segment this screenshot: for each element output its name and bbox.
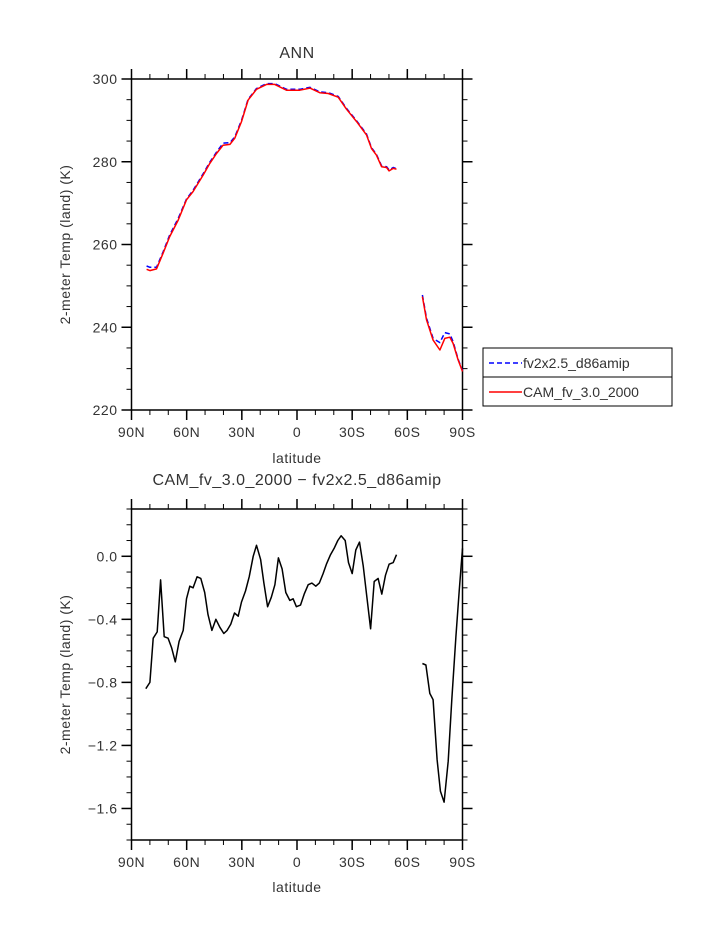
x-tick-label: 90S	[449, 854, 475, 870]
plot-frame	[130, 508, 464, 841]
plot-frame	[130, 78, 464, 411]
series-line-fv2x2-5-d86amip	[146, 82, 397, 269]
x-tick-label: 0	[293, 424, 301, 440]
x-tick-label: 30N	[228, 854, 255, 870]
x-tick-label: 30N	[228, 424, 255, 440]
y-tick-label: −1.6	[88, 800, 118, 816]
x-axis-label: latitude	[272, 450, 321, 466]
y-tick-label: −1.2	[88, 737, 118, 753]
x-tick-label: 30S	[339, 424, 365, 440]
temperature-plot: 90N 60N 30N 0 30S 60S 90S 220 240 260 280 300 ANN lat…	[57, 45, 475, 466]
y-tick-label: 280	[93, 154, 118, 170]
x-tick-label: 90N	[118, 854, 145, 870]
series-line-fv2x2-5-d86amip	[421, 294, 464, 371]
legend: fv2x2.5_d86amip CAM_fv_3.0_2000	[482, 347, 673, 407]
chart-title: CAM_fv_3.0_2000 − fv2x2.5_d86amip	[152, 472, 441, 489]
series-line-cam-fv-3-0-2000	[146, 83, 397, 272]
x-tick-label: 60S	[394, 424, 420, 440]
x-tick-label: 0	[293, 854, 301, 870]
legend-label-cam: CAM_fv_3.0_2000	[523, 384, 639, 400]
y-tick-label: 220	[93, 402, 118, 418]
x-axis-label: latitude	[272, 879, 321, 895]
series-line-cam-fv-3-0-2000	[421, 296, 464, 372]
x-tick-label: 30S	[339, 854, 365, 870]
y-axis-label: 2-meter Temp (land) (K)	[57, 165, 73, 325]
y-axis-label: 2-meter Temp (land) (K)	[57, 595, 73, 755]
series-line-difference	[422, 548, 464, 803]
x-tick-label: 60N	[173, 854, 200, 870]
x-tick-label: 60N	[173, 424, 200, 440]
x-tick-label: 90S	[449, 424, 475, 440]
chart-title: ANN	[279, 45, 314, 62]
x-tick-label: 90N	[118, 424, 145, 440]
y-tick-label: 0.0	[97, 548, 118, 564]
legend-label-fv2x2.5: fv2x2.5_d86amip	[523, 355, 630, 371]
x-tick-label: 60S	[394, 854, 420, 870]
y-tick-label: −0.4	[88, 611, 118, 627]
y-tick-label: −0.8	[88, 674, 118, 690]
y-tick-label: 300	[93, 71, 118, 87]
series-line-difference	[145, 535, 398, 690]
y-tick-label: 260	[93, 237, 118, 253]
y-tick-label: 240	[93, 319, 118, 335]
difference-plot: 90N 60N 30N 0 30S 60S 90S −1.6 −1.2 −0.8 −0.4 0.0 CA…	[57, 472, 475, 895]
